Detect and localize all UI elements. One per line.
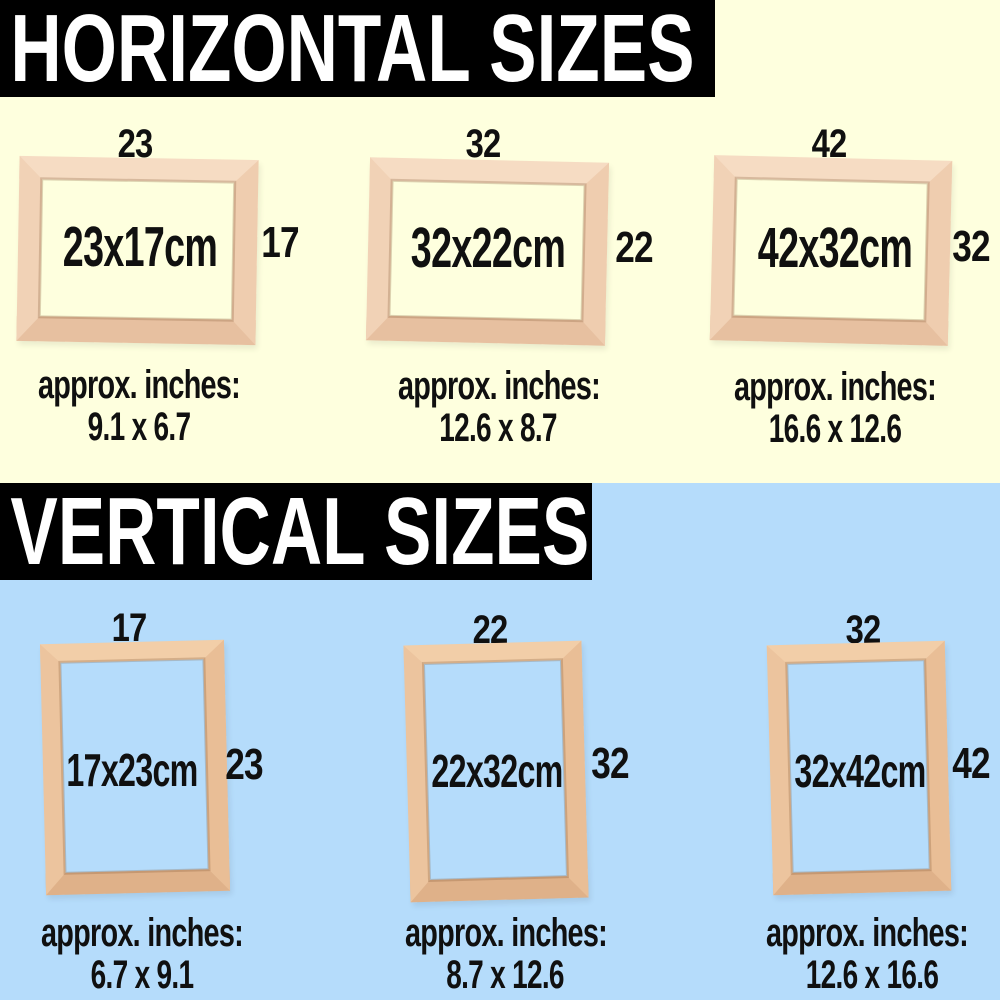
height-label: 32 <box>952 222 990 271</box>
size-label: 42x32cm <box>757 216 913 280</box>
height-label: 23 <box>225 740 263 789</box>
horizontal-header-bar: HORIZONTAL SIZES <box>0 0 715 97</box>
size-label: 17x23cm <box>66 744 198 796</box>
size-label: 32x42cm <box>794 745 926 797</box>
height-label: 17 <box>261 218 299 267</box>
inches-value: 6.7 x 9.1 <box>90 953 194 997</box>
width-label: 32 <box>465 122 502 166</box>
horizontal-section-title: HORIZONTAL SIZES <box>10 0 695 102</box>
inches-value: 12.6 x 8.7 <box>439 406 557 450</box>
size-label: 23x17cm <box>62 215 218 279</box>
inches-caption: approx. inches: <box>765 911 969 955</box>
inches-value: 12.6 x 16.6 <box>805 953 939 997</box>
inches-value: 16.6 x 12.6 <box>768 407 902 451</box>
inches-caption: approx. inches: <box>37 363 241 407</box>
inches-caption: approx. inches: <box>397 364 601 408</box>
size-label: 32x22cm <box>410 216 566 280</box>
inches-caption: approx. inches: <box>40 911 244 955</box>
height-label: 32 <box>591 739 629 788</box>
vertical-header-bar: VERTICAL SIZES <box>0 483 592 580</box>
size-label: 22x32cm <box>431 745 563 797</box>
vertical-section-title: VERTICAL SIZES <box>10 477 590 585</box>
inches-value: 8.7 x 12.6 <box>446 953 564 997</box>
height-label: 22 <box>615 223 653 272</box>
inches-value: 9.1 x 6.7 <box>87 405 191 449</box>
inches-caption: approx. inches: <box>404 911 608 955</box>
inches-caption: approx. inches: <box>733 365 937 409</box>
height-label: 42 <box>952 739 990 788</box>
